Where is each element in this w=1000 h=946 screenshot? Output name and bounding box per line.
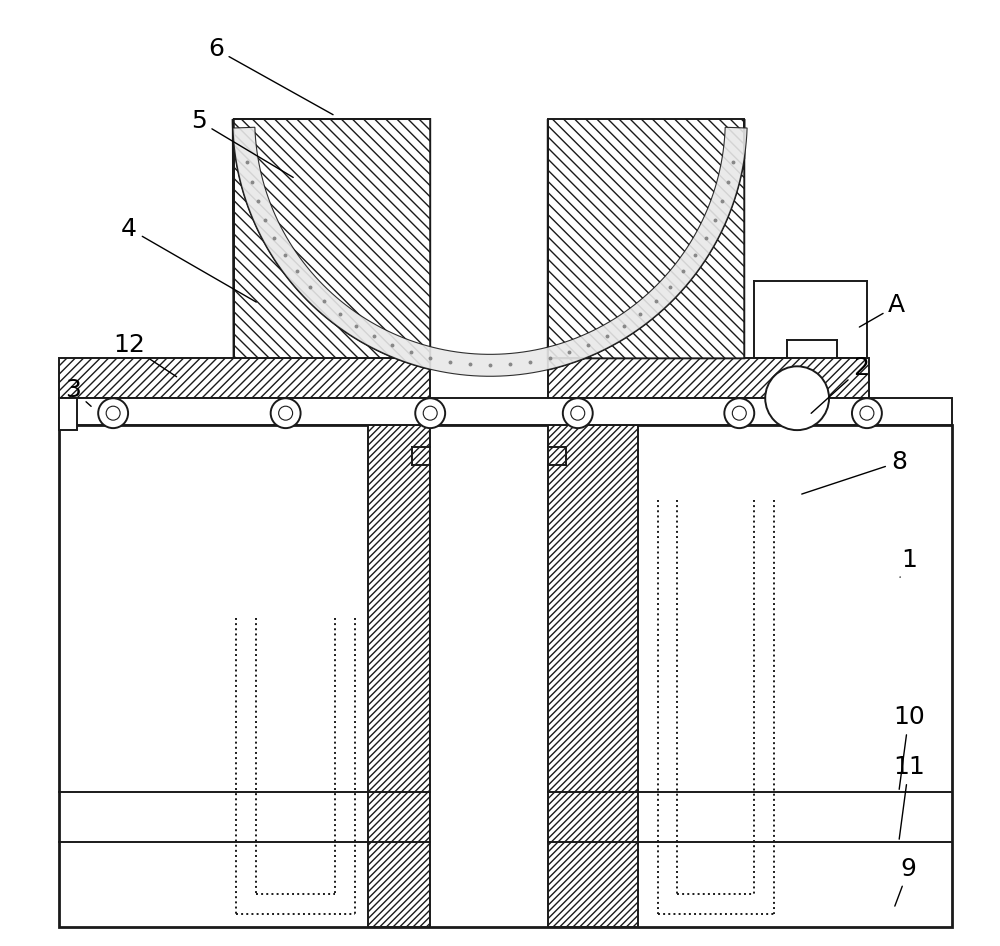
Polygon shape xyxy=(233,119,430,369)
Bar xyxy=(59,398,952,425)
Circle shape xyxy=(98,398,128,429)
Circle shape xyxy=(860,406,874,420)
Polygon shape xyxy=(368,425,430,927)
Text: 6: 6 xyxy=(208,37,333,114)
Text: 2: 2 xyxy=(811,357,869,413)
Circle shape xyxy=(271,398,301,429)
Circle shape xyxy=(423,406,437,420)
Polygon shape xyxy=(548,425,638,927)
Text: 3: 3 xyxy=(65,378,91,407)
Text: 1: 1 xyxy=(900,548,917,577)
Polygon shape xyxy=(59,359,430,398)
Circle shape xyxy=(852,398,882,429)
Polygon shape xyxy=(548,119,744,370)
Circle shape xyxy=(724,398,754,429)
Text: 8: 8 xyxy=(802,450,907,494)
Text: 11: 11 xyxy=(893,755,925,839)
Circle shape xyxy=(415,398,445,429)
Circle shape xyxy=(563,398,593,429)
Polygon shape xyxy=(548,119,744,359)
Circle shape xyxy=(765,366,829,430)
Circle shape xyxy=(571,406,585,420)
Text: A: A xyxy=(859,293,905,327)
Bar xyxy=(59,425,952,927)
Text: 5: 5 xyxy=(191,109,293,178)
Text: 12: 12 xyxy=(113,333,177,377)
Text: 4: 4 xyxy=(121,217,256,302)
Text: 10: 10 xyxy=(893,706,925,789)
Polygon shape xyxy=(233,128,747,377)
Bar xyxy=(59,398,77,430)
Text: 9: 9 xyxy=(895,857,917,906)
Polygon shape xyxy=(548,359,869,398)
Circle shape xyxy=(732,406,746,420)
Polygon shape xyxy=(234,119,430,359)
Circle shape xyxy=(279,406,293,420)
Circle shape xyxy=(106,406,120,420)
